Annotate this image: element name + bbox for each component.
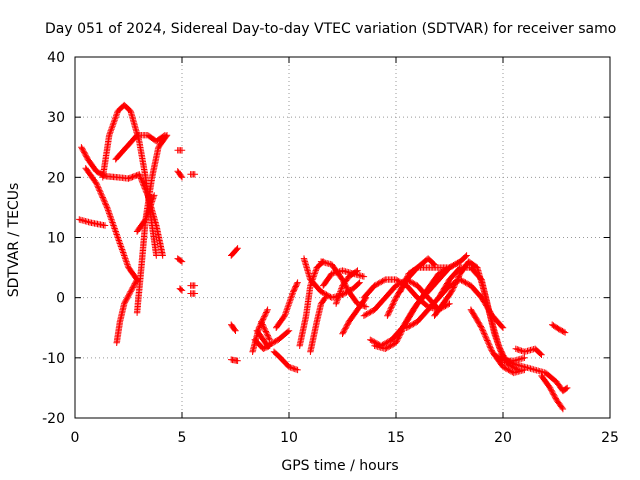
data-point-marks	[174, 147, 186, 154]
data-point-marks	[228, 321, 239, 334]
y-tick-label: -20	[42, 411, 65, 427]
series-sat-q	[307, 294, 329, 355]
grid	[75, 57, 610, 418]
data-point-marks	[307, 294, 329, 355]
x-tick-label: 20	[494, 430, 512, 446]
data-point-marks	[467, 306, 528, 377]
series-sat-aj	[549, 321, 569, 336]
data-point-marks	[112, 132, 169, 163]
data-point-marks	[174, 255, 186, 265]
series-sat-l	[251, 318, 273, 352]
data-point-marks	[512, 345, 545, 358]
series-sat-e	[113, 276, 141, 346]
data-point-marks	[296, 258, 327, 349]
data-point-marks	[187, 290, 198, 297]
data-point-marks	[270, 348, 301, 374]
y-tick-label: 0	[56, 291, 65, 307]
series-sat-y	[371, 252, 470, 352]
data-point-marks	[113, 276, 141, 346]
series-sat-t	[332, 267, 361, 307]
data-point-marks	[273, 279, 301, 331]
data-point-marks	[133, 192, 158, 235]
data-point-marks	[174, 168, 186, 181]
y-tick-label: 40	[47, 50, 65, 66]
series-sat-i	[174, 147, 198, 297]
axis-ticks: 0 5 10 15 20 25 -20 -10 0 10 20 30 40	[42, 50, 619, 446]
series-sat-d	[112, 132, 169, 163]
series-sat-h	[76, 216, 109, 229]
data-point-marks	[228, 356, 241, 364]
series-sat-ae	[467, 306, 528, 377]
data-points	[76, 101, 571, 413]
series-sat-n	[273, 279, 301, 331]
data-point-marks	[538, 372, 567, 413]
chart-title: Day 051 of 2024, Sidereal Day-to-day VTE…	[45, 21, 616, 37]
x-tick-label: 5	[178, 430, 187, 446]
x-tick-label: 25	[601, 430, 619, 446]
series-sat-ai	[512, 345, 545, 358]
data-point-marks	[549, 321, 569, 336]
data-point-marks	[228, 245, 241, 259]
series-sat-g	[133, 192, 158, 235]
data-point-marks	[510, 360, 571, 395]
x-tick-label: 10	[280, 430, 298, 446]
data-point-marks	[187, 171, 198, 178]
data-point-marks	[251, 336, 273, 352]
series-sat-m	[270, 348, 301, 374]
y-tick-label: 10	[47, 231, 65, 247]
data-point-marks	[187, 282, 198, 289]
data-point-marks	[339, 294, 370, 337]
data-point-marks	[371, 252, 470, 352]
series-sat-u	[339, 294, 370, 337]
data-point-marks	[258, 318, 273, 343]
series-sat-aa	[397, 264, 453, 295]
x-tick-label: 15	[387, 430, 405, 446]
y-axis-label: SDTVAR / TECUs	[6, 183, 22, 298]
y-tick-label: 30	[47, 110, 65, 126]
y-tick-label: -10	[42, 351, 65, 367]
series-sat-o	[296, 258, 327, 349]
data-point-marks	[332, 267, 361, 307]
series-sat-ag	[510, 360, 571, 395]
data-point-marks	[397, 264, 453, 295]
data-point-marks	[76, 216, 109, 229]
data-point-marks	[82, 165, 141, 283]
series-sat-j	[228, 245, 241, 364]
series-sat-b	[82, 165, 141, 283]
y-tick-label: 20	[47, 170, 65, 186]
x-tick-label: 0	[71, 430, 80, 446]
series-sat-ah	[538, 372, 567, 413]
data-point-marks	[176, 285, 186, 294]
x-axis-label: GPS time / hours	[281, 458, 398, 474]
